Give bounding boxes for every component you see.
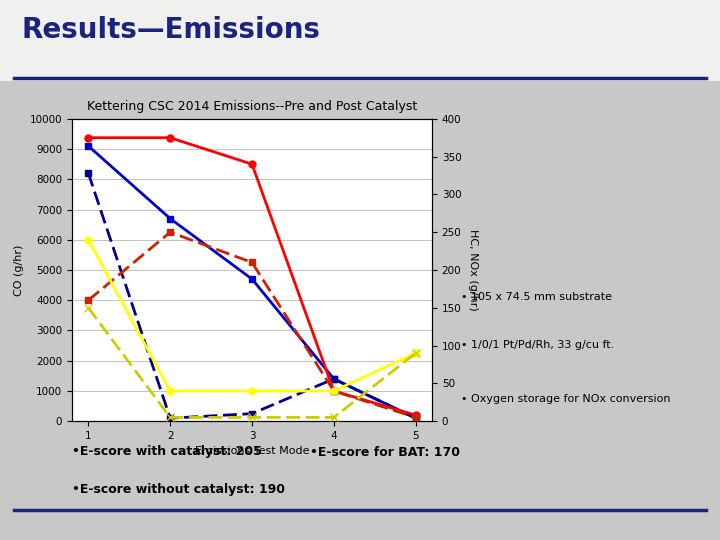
X-axis label: Emissions Test Mode: Emissions Test Mode bbox=[194, 447, 310, 456]
Text: •E-score with catalyst: 205: •E-score with catalyst: 205 bbox=[72, 446, 262, 458]
Y-axis label: CO (g/hr): CO (g/hr) bbox=[14, 244, 24, 296]
Text: • 1/0/1 Pt/Pd/Rh, 33 g/cu ft.: • 1/0/1 Pt/Pd/Rh, 33 g/cu ft. bbox=[461, 340, 614, 350]
Title: Kettering CSC 2014 Emissions--Pre and Post Catalyst: Kettering CSC 2014 Emissions--Pre and Po… bbox=[87, 100, 417, 113]
Y-axis label: HC, NOx (g/hr): HC, NOx (g/hr) bbox=[468, 229, 478, 311]
Text: Results—Emissions: Results—Emissions bbox=[22, 16, 320, 44]
Text: • Oxygen storage for NOx conversion: • Oxygen storage for NOx conversion bbox=[461, 394, 670, 404]
Text: •E-score without catalyst: 190: •E-score without catalyst: 190 bbox=[72, 483, 285, 496]
Text: • 105 x 74.5 mm substrate: • 105 x 74.5 mm substrate bbox=[461, 292, 612, 302]
Text: •E-score for BAT: 170: •E-score for BAT: 170 bbox=[310, 446, 459, 458]
